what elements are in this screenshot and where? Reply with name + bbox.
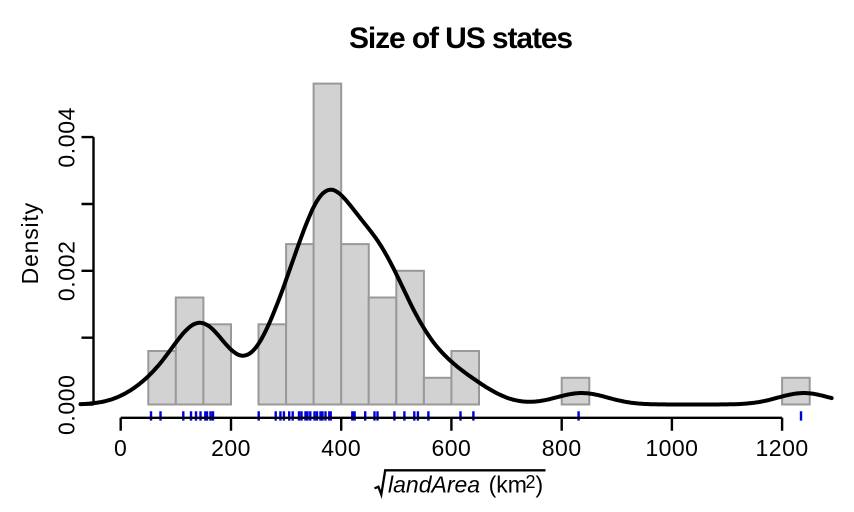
svg-text:0: 0 (114, 435, 127, 461)
svg-text:): ) (536, 472, 544, 498)
svg-text:(km: (km (489, 472, 527, 498)
svg-text:0.002: 0.002 (53, 241, 79, 302)
svg-text:1000: 1000 (645, 435, 698, 461)
svg-text:landArea: landArea (388, 472, 480, 498)
svg-text:200: 200 (211, 435, 251, 461)
svg-text:Size of US states: Size of US states (349, 22, 572, 55)
svg-text:2: 2 (526, 472, 536, 492)
svg-text:400: 400 (321, 435, 361, 461)
svg-text:0.000: 0.000 (53, 374, 79, 435)
svg-text:1200: 1200 (756, 435, 809, 461)
svg-text:600: 600 (431, 435, 471, 461)
svg-text:0.004: 0.004 (53, 107, 79, 168)
svg-text:800: 800 (542, 435, 582, 461)
svg-text:Density: Density (17, 202, 43, 284)
